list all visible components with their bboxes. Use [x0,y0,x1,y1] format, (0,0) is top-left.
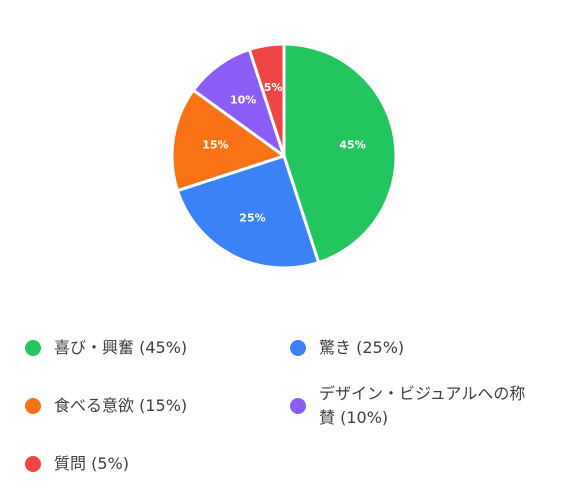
slice-data-label: 45% [339,139,365,152]
legend-label: 喜び・興奮 (45%) [54,338,188,357]
legend-swatch [25,340,41,356]
slice-data-label: 25% [239,211,265,224]
pie-slice [170,88,286,193]
legend-swatch [25,398,41,414]
pie-chart: 45% 25% 15% 10% 5% [170,42,398,270]
legend-swatch [290,340,306,356]
legend-swatch [290,398,306,414]
legend-item-appetite: 食べる意欲 (15%) [25,394,275,418]
legend-item-design-praise: デザイン・ビジュアルへの称賛 (10%) [290,382,530,430]
pie-slice [175,154,321,270]
legend-label: 驚き (25%) [319,338,405,357]
legend-label: 質問 (5%) [54,454,129,473]
legend-item-question: 質問 (5%) [25,452,275,476]
pie-slice [282,42,398,265]
legend-item-joy: 喜び・興奮 (45%) [25,336,275,360]
legend-item-surprise: 驚き (25%) [290,336,540,360]
slice-data-label: 5% [264,81,283,94]
legend-swatch [25,456,41,472]
slice-data-label: 10% [230,93,256,106]
pie-slice [247,42,286,158]
legend-label: 食べる意欲 (15%) [54,396,188,415]
legend-label: デザイン・ビジュアルへの称賛 (10%) [319,384,526,427]
slice-data-label: 15% [202,139,228,152]
